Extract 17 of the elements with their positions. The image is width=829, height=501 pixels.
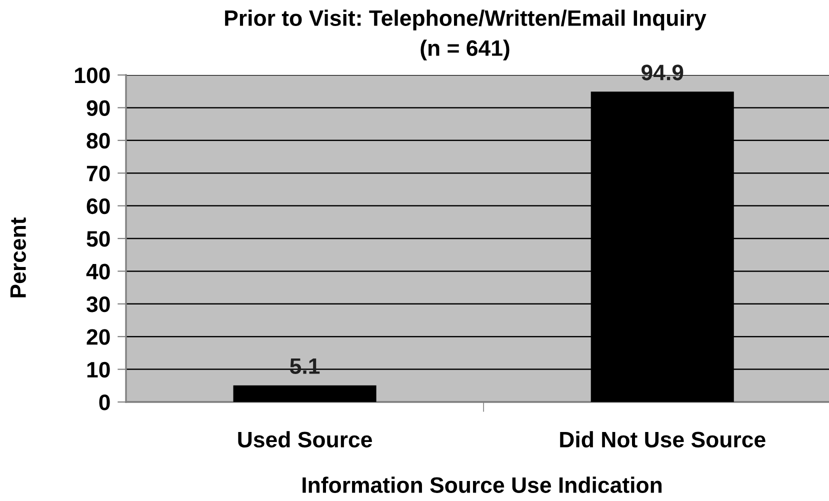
y-tick-label: 100	[75, 68, 110, 84]
x-tick-label: Did Not Use Source	[560, 431, 766, 448]
x-axis-title: Information Source Use Indication	[302, 476, 662, 493]
y-tick-label: 30	[86, 296, 110, 312]
y-tick-label: 20	[86, 329, 110, 345]
y-tick-label: 90	[86, 100, 110, 116]
y-axis-title: Percent	[10, 218, 26, 298]
y-tick-label: 0	[99, 394, 110, 410]
y-tick-label: 50	[86, 231, 110, 247]
y-tick-label: 10	[87, 362, 110, 378]
y-tick-label: 40	[86, 264, 110, 280]
y-tick-label: 80	[86, 132, 110, 149]
chart-title: Prior to Visit: Telephone/Written/Email Inquiry	[225, 10, 706, 30]
chart-subtitle: (n = 641)	[420, 40, 510, 60]
y-tick-label: 70	[86, 166, 110, 182]
y-tick-label: 60	[86, 198, 110, 214]
x-tick-label: Used Source	[238, 431, 372, 448]
